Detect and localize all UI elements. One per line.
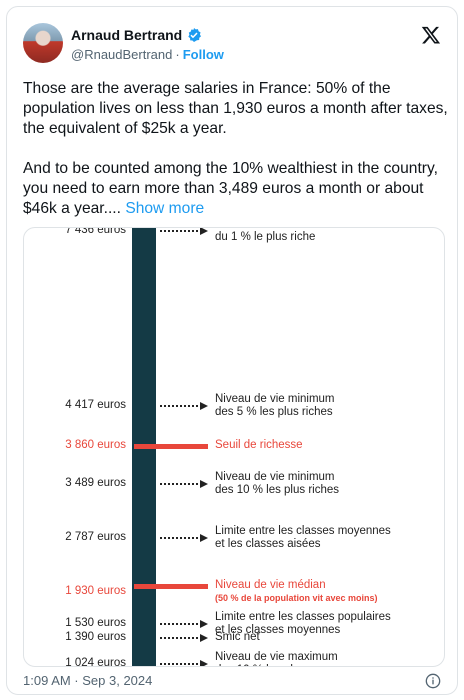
threshold-line [134,584,208,589]
x-logo-icon[interactable] [421,25,441,45]
tweet-paragraph-1: Those are the average salaries in France… [23,80,453,137]
show-more-link[interactable]: Show more [125,200,205,217]
salary-amount: 7 436 euros [65,227,126,236]
dotted-arrow-icon [160,620,208,628]
salary-amount: 3 860 euros [65,439,126,451]
author-name-row: Arnaud Bertrand [71,27,202,43]
verified-badge-icon [188,28,202,42]
author-handle[interactable]: @RnaudBertrand [71,47,173,62]
author-name[interactable]: Arnaud Bertrand [71,27,183,43]
salary-amount: 2 787 euros [65,531,126,543]
dotted-arrow-icon [160,402,208,410]
follow-button[interactable]: Follow [182,47,224,62]
salary-amount: 3 489 euros [65,477,126,489]
dotted-arrow-icon [160,480,208,488]
dotted-arrow-icon [160,534,208,542]
avatar[interactable] [23,23,63,63]
salary-amount: 1 390 euros [65,631,126,643]
salary-amount: 1 930 euros [65,585,126,597]
salary-label: Niveau de vie minimumdu 1 % le plus rich… [215,228,335,243]
tweet-paragraph-2: And to be counted among the 10% wealthie… [23,160,443,217]
separator-dot: · [175,47,180,62]
salary-label: Niveau de vie maximumdes 10 % les plus p… [215,651,349,666]
salary-label: Smic net [215,631,260,643]
salary-amount: 4 417 euros [65,399,126,411]
dotted-arrow-icon [160,228,208,235]
salary-label: Niveau de vie minimum des 10 % les plus r… [215,471,340,496]
dotted-arrow-icon [160,660,208,666]
info-icon[interactable] [425,673,441,689]
salary-label: Limite entre les classes moyennes et les … [215,525,391,550]
threshold-line [134,444,208,449]
timestamp[interactable]: 1:09 AM · Sep 3, 2024 [23,673,153,688]
salary-amount: 1 530 euros [65,617,126,629]
salary-label: Niveau de vie minimum des 5 % les plus ri… [215,393,335,418]
salary-label: Niveau de vie médian (50 % de la populati… [215,579,378,603]
tweet-text: Those are the average salaries in France… [23,79,453,219]
salary-label: Seuil de richesse [215,439,303,451]
tweet-media-image[interactable]: 7 436 euros Niveau de vie minimumdu 1 % l… [23,227,445,667]
salary-amount: 1 024 euros [65,657,126,667]
tweet-card: Arnaud Bertrand @RnaudBertrand · Follow Th… [6,6,458,695]
salary-label: Limite entre les classes populaires et le… [215,611,391,636]
handle-row: @RnaudBertrand · Follow [71,47,224,62]
dotted-arrow-icon [160,634,208,642]
